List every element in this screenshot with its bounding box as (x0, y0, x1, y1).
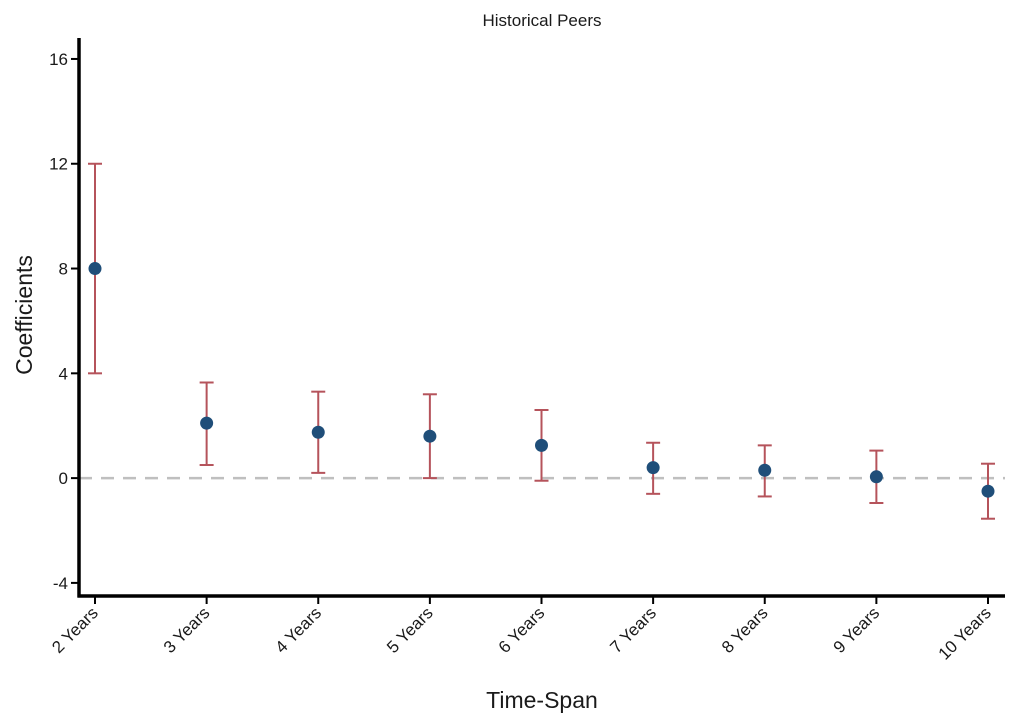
data-point (200, 416, 214, 430)
y-axis-label: Coefficients (11, 255, 37, 375)
x-tick-label: 3 Years (160, 603, 214, 657)
plot-area: -4 0 4 8 12 16 2 Years 3 Years 4 Years 5 Years 6 Y… (48, 38, 1005, 664)
y-tick-label: 16 (49, 50, 68, 69)
x-tick-label: 7 Years (606, 603, 660, 657)
data-point (758, 463, 772, 477)
y-tick-label: 8 (59, 260, 68, 279)
data-point (869, 470, 883, 484)
x-tick-label: 5 Years (383, 603, 437, 657)
data-point (646, 461, 660, 475)
x-axis-label: Time-Span (486, 687, 598, 713)
chart-title: Historical Peers (482, 11, 601, 30)
y-tick-label: -4 (53, 574, 68, 593)
data-point (535, 438, 548, 452)
y-axis-label-group: Coefficients (11, 255, 37, 375)
x-tick-label: 9 Years (830, 603, 884, 657)
y-tick-label: 0 (59, 469, 68, 488)
data-point (423, 429, 437, 443)
data-point (88, 262, 102, 276)
data-point (981, 484, 995, 498)
y-tick-label: 12 (49, 155, 68, 174)
x-tick-label: 4 Years (272, 603, 326, 657)
x-tick-label: 2 Years (48, 603, 102, 657)
data-point (311, 425, 325, 439)
x-tick-label: 8 Years (718, 603, 772, 657)
y-tick-label: 4 (59, 364, 68, 383)
x-tick-label: 6 Years (495, 603, 549, 657)
x-tick-label: 10 Years (935, 603, 995, 663)
